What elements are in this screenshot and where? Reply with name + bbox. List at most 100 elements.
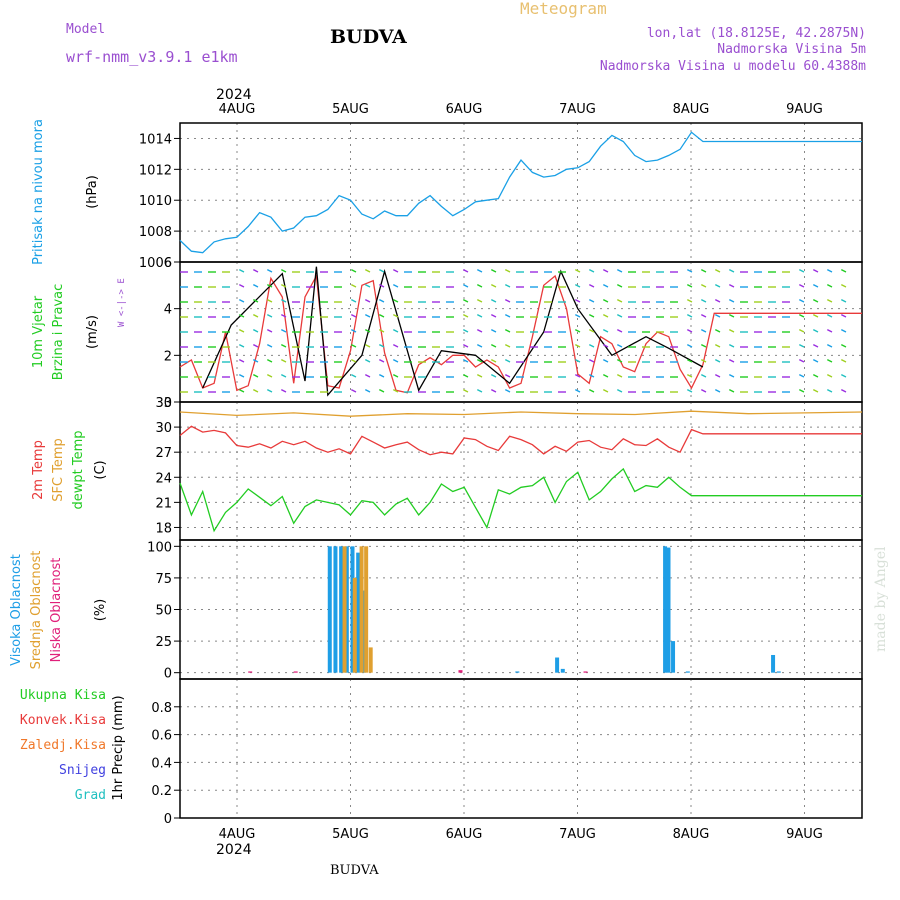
wind-arrow: [616, 268, 623, 273]
wind-arrow: [266, 328, 273, 333]
wind-arrow: [714, 298, 721, 303]
wind-arrow: [462, 298, 469, 303]
high-cloud-title: Visoka Oblacnost: [9, 554, 24, 666]
wind-arrow: [238, 268, 245, 273]
wind-arrow: [700, 328, 707, 333]
wind-arrow: [826, 283, 833, 288]
wind-arrow: [714, 268, 721, 273]
wind-arrow: [616, 328, 623, 333]
series-line: [179, 425, 862, 456]
wind-arrow: [602, 388, 609, 393]
bar: [515, 671, 520, 673]
wind-arrow: [616, 373, 623, 378]
y-tick-label: 4: [164, 303, 172, 318]
wind-arrow: [588, 283, 595, 288]
wind-arrow: [826, 388, 833, 393]
wind-arrow: [490, 343, 497, 348]
wind-arrow: [392, 313, 399, 318]
top-year: 2024: [216, 87, 252, 103]
wind-arrow: [616, 283, 623, 288]
wind-arrow: [686, 343, 693, 348]
wind-arrow: [840, 373, 847, 378]
wind-arrow: [476, 388, 483, 393]
wind-arrow: [266, 283, 273, 288]
wind-arrow: [476, 298, 483, 303]
precip-legend-label: Grad: [75, 788, 106, 803]
wind-arrow: [266, 298, 273, 303]
wind-arrow: [392, 328, 399, 333]
wind-arrow: [700, 358, 707, 363]
bar: [663, 546, 668, 673]
model-label: Model: [66, 22, 105, 37]
wind-arrow: [588, 268, 595, 273]
y-tick-label: 1006: [139, 256, 172, 271]
bottom-day-label: 4AUG: [219, 827, 256, 842]
wind-arrow: [714, 358, 721, 363]
precip-axis-unit: 1hr Precip (mm): [111, 695, 126, 800]
y-tick-label: 0.6: [151, 729, 172, 744]
bottom-day-label: 8AUG: [673, 827, 710, 842]
wind-arrow: [798, 268, 805, 273]
cloud-axis-unit: (%): [93, 599, 108, 622]
wind-arrow: [392, 358, 399, 363]
wind-arrow: [798, 373, 805, 378]
wind-arrow: [574, 343, 581, 348]
precip-legend-label: Konvek.Kisa: [20, 713, 106, 728]
wind-arrow: [588, 298, 595, 303]
wind-arrow: [392, 283, 399, 288]
wind-arrow: [840, 358, 847, 363]
wind-arrow: [364, 388, 371, 393]
y-tick-label: 0: [164, 812, 172, 827]
wind-arrow: [728, 328, 735, 333]
top-day-label: 9AUG: [786, 102, 823, 117]
wind-arrow: [504, 298, 511, 303]
wind-arrow: [490, 298, 497, 303]
wind-arrow: [238, 313, 245, 318]
wind-arrow: [266, 373, 273, 378]
precip-legend-label: Zaledj.Kisa: [20, 738, 106, 753]
temp-axis-title: 2m Temp: [31, 440, 46, 500]
y-tick-label: 1014: [139, 132, 172, 147]
wind-arrow: [350, 343, 357, 348]
wind-axis-unit: (m/s): [85, 315, 100, 349]
wind-arrow: [686, 373, 693, 378]
wind-arrow: [616, 313, 623, 318]
y-tick-label: 75: [155, 572, 172, 587]
wind-arrow: [588, 358, 595, 363]
bar: [560, 668, 565, 673]
wind-arrow: [392, 298, 399, 303]
wind-arrow: [350, 388, 357, 393]
wind-arrow: [616, 358, 623, 363]
wind-arrow: [840, 343, 847, 348]
wind-arrow: [364, 328, 371, 333]
bar: [248, 671, 253, 673]
wind-arrow: [840, 268, 847, 273]
wind-arrow: [490, 283, 497, 288]
wind-arrow: [462, 358, 469, 363]
wind-arrow: [686, 388, 693, 393]
sfc-axis-title: SFC Temp: [51, 438, 66, 502]
y-tick-label: 0.4: [151, 756, 172, 771]
wind-arrow: [686, 268, 693, 273]
wind-arrow: [252, 328, 259, 333]
wind-arrow: [826, 313, 833, 318]
wind-arrow: [700, 388, 707, 393]
wind-arrow: [238, 283, 245, 288]
y-tick-label: 33: [155, 396, 172, 411]
lonlat-label: lon,lat (18.8125E, 42.2875N): [647, 26, 866, 41]
wind-arrow: [602, 373, 609, 378]
altitude-label: Nadmorska Visina 5m: [717, 42, 866, 57]
wind-arrow: [364, 298, 371, 303]
wind-arrow: [798, 343, 805, 348]
wind-arrow: [728, 313, 735, 318]
wind-arrow: [798, 388, 805, 393]
wind-arrow: [840, 298, 847, 303]
wind-arrow: [378, 298, 385, 303]
wind-arrow: [504, 388, 511, 393]
wind-arrow: [490, 268, 497, 273]
wind-arrow: [700, 343, 707, 348]
model-altitude-label: Nadmorska Visina u modelu 60.4388m: [600, 59, 866, 74]
y-tick-label: 0: [164, 667, 172, 682]
wind-arrow: [476, 358, 483, 363]
